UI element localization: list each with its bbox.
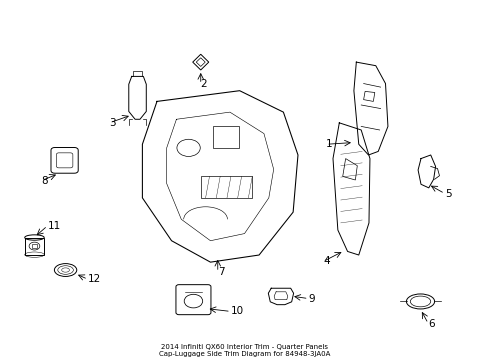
Text: 8: 8 bbox=[41, 176, 48, 186]
Text: 1: 1 bbox=[325, 139, 332, 149]
Text: 5: 5 bbox=[444, 189, 450, 199]
Text: 10: 10 bbox=[230, 306, 244, 316]
Text: 9: 9 bbox=[308, 294, 315, 303]
Text: 2: 2 bbox=[201, 79, 207, 89]
Text: 6: 6 bbox=[427, 319, 434, 329]
Text: 3: 3 bbox=[109, 118, 116, 128]
Text: 12: 12 bbox=[88, 274, 101, 284]
Text: 11: 11 bbox=[47, 221, 61, 231]
Text: 2014 Infiniti QX60 Interior Trim - Quarter Panels
Cap-Luggage Side Trim Diagram : 2014 Infiniti QX60 Interior Trim - Quart… bbox=[159, 344, 329, 357]
Text: 4: 4 bbox=[323, 256, 329, 266]
Text: 7: 7 bbox=[217, 267, 224, 277]
